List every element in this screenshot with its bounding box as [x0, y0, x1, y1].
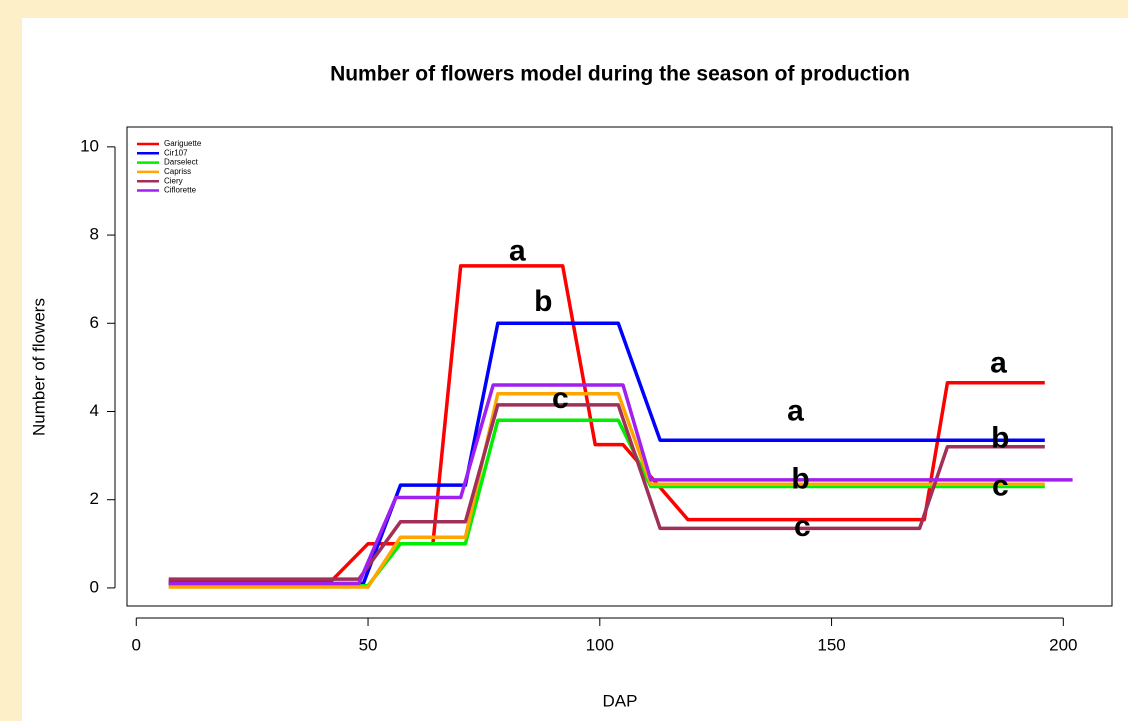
- legend-label: Ciery: [164, 176, 183, 185]
- x-axis-label: DAP: [603, 691, 638, 710]
- annotation: a: [509, 235, 526, 268]
- legend-label: Gariguette: [164, 139, 202, 148]
- x-tick-label: 150: [817, 635, 845, 654]
- annotation: b: [991, 422, 1009, 455]
- y-tick-label: 0: [90, 577, 99, 596]
- panel: [22, 18, 1128, 721]
- annotation: c: [794, 510, 811, 543]
- x-tick-label: 100: [586, 635, 614, 654]
- y-tick-label: 2: [90, 489, 99, 508]
- annotation: a: [990, 347, 1007, 380]
- annotation: b: [534, 285, 552, 318]
- y-tick-label: 4: [90, 401, 99, 420]
- chart-title: Number of flowers model during the seaso…: [330, 63, 910, 86]
- annotation: c: [552, 382, 569, 415]
- series-line: [168, 383, 1073, 586]
- annotation: a: [787, 395, 804, 428]
- legend-label: Capriss: [164, 167, 191, 176]
- x-tick-label: 50: [359, 635, 378, 654]
- x-tick-label: 0: [132, 635, 141, 654]
- y-tick-label: 8: [90, 225, 99, 244]
- y-axis-label: Number of flowers: [29, 298, 48, 436]
- x-tick-label: 200: [1049, 635, 1077, 654]
- legend-label: Cir107: [164, 148, 188, 157]
- y-tick-label: 10: [80, 136, 99, 155]
- plot-frame: [126, 126, 1113, 607]
- series-line: [168, 403, 1045, 581]
- series-line: [168, 264, 1045, 584]
- legend-label: Darselect: [164, 158, 199, 167]
- annotation: c: [992, 470, 1009, 503]
- y-tick-label: 6: [90, 313, 99, 332]
- annotation: b: [791, 463, 809, 496]
- legend-label: Ciflorette: [164, 186, 197, 195]
